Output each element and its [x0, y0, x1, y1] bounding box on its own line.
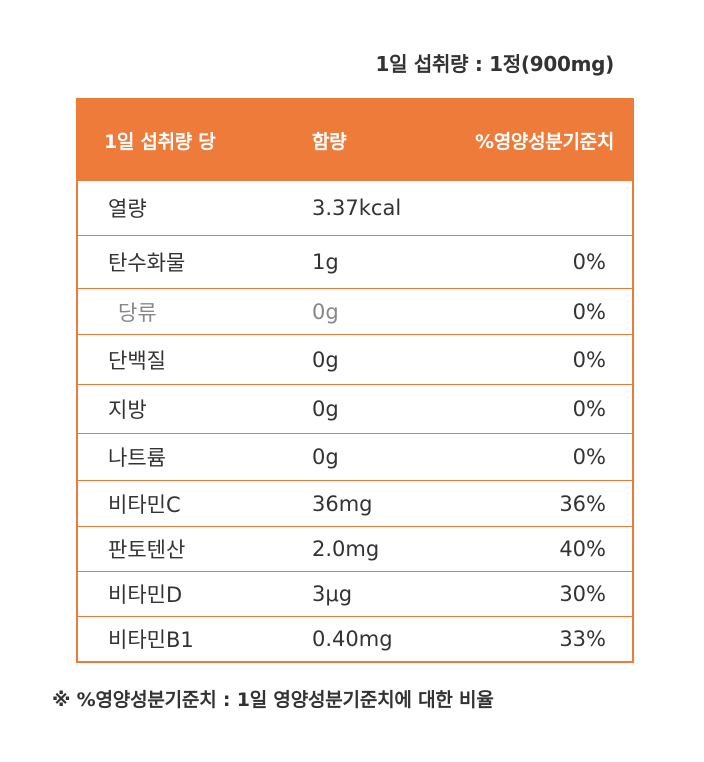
- table-header: 1일 섭취량 당 함량 %영양성분기준치: [78, 100, 632, 180]
- nutrient-amount: 0g: [312, 397, 339, 421]
- header-amount: 함량: [312, 130, 347, 153]
- nutrient-percent: 0%: [572, 397, 606, 421]
- nutrient-percent: 36%: [559, 491, 606, 516]
- nutrient-name: 당류: [118, 300, 157, 325]
- nutrient-amount: 3μg: [312, 582, 353, 606]
- table-row: 단백질 0g 0%: [78, 334, 632, 384]
- nutrient-name: 비타민B1: [108, 628, 194, 652]
- table-row: 나트륨 0g 0%: [78, 433, 632, 480]
- header-item: 1일 섭취량 당: [104, 130, 216, 153]
- nutrition-table: 1일 섭취량 당 함량 %영양성분기준치 열량 3.37kcal 탄수화물 1g…: [76, 98, 634, 663]
- table-row: 비타민B1 0.40mg 33%: [78, 616, 632, 661]
- table-row: 탄수화물 1g 0%: [78, 235, 632, 288]
- nutrient-percent: 0%: [572, 299, 606, 324]
- nutrient-name: 비타민C: [108, 492, 181, 517]
- table-row: 비타민D 3μg 30%: [78, 571, 632, 616]
- nutrient-name: 비타민D: [108, 583, 183, 607]
- header-percent: %영양성분기준치: [475, 130, 614, 153]
- nutrient-percent: 33%: [559, 627, 606, 651]
- nutrient-percent: 0%: [572, 347, 606, 372]
- nutrient-amount: 2.0mg: [312, 537, 380, 561]
- nutrient-name: 탄수화물: [108, 251, 186, 275]
- nutrient-amount: 0.40mg: [312, 627, 393, 651]
- nutrient-amount: 0g: [312, 445, 339, 469]
- table-row: 지방 0g 0%: [78, 384, 632, 433]
- nutrient-name: 판토텐산: [108, 538, 186, 562]
- nutrient-name: 나트륨: [108, 446, 166, 470]
- nutrient-name: 단백질: [108, 348, 166, 373]
- table-row: 당류 0g 0%: [78, 288, 632, 334]
- nutrient-amount: 36mg: [312, 491, 373, 516]
- nutrient-amount: 3.37kcal: [312, 196, 402, 220]
- nutrient-name: 지방: [108, 398, 147, 422]
- table-row: 비타민C 36mg 36%: [78, 480, 632, 526]
- footnote: ※ %영양성분기준치 : 1일 영양성분기준치에 대한 비율: [52, 689, 494, 711]
- nutrient-amount: 0g: [312, 299, 339, 324]
- nutrient-percent: 0%: [572, 445, 606, 469]
- nutrient-amount: 1g: [312, 250, 339, 274]
- table-row: 열량 3.37kcal: [78, 180, 632, 235]
- nutrient-percent: 0%: [572, 250, 606, 274]
- nutrient-name: 열량: [108, 197, 147, 221]
- table-row: 판토텐산 2.0mg 40%: [78, 526, 632, 571]
- serving-size: 1일 섭취량 : 1정(900mg): [375, 52, 614, 76]
- nutrient-percent: 30%: [559, 582, 606, 606]
- nutrient-percent: 40%: [559, 537, 606, 561]
- nutrient-amount: 0g: [312, 347, 339, 372]
